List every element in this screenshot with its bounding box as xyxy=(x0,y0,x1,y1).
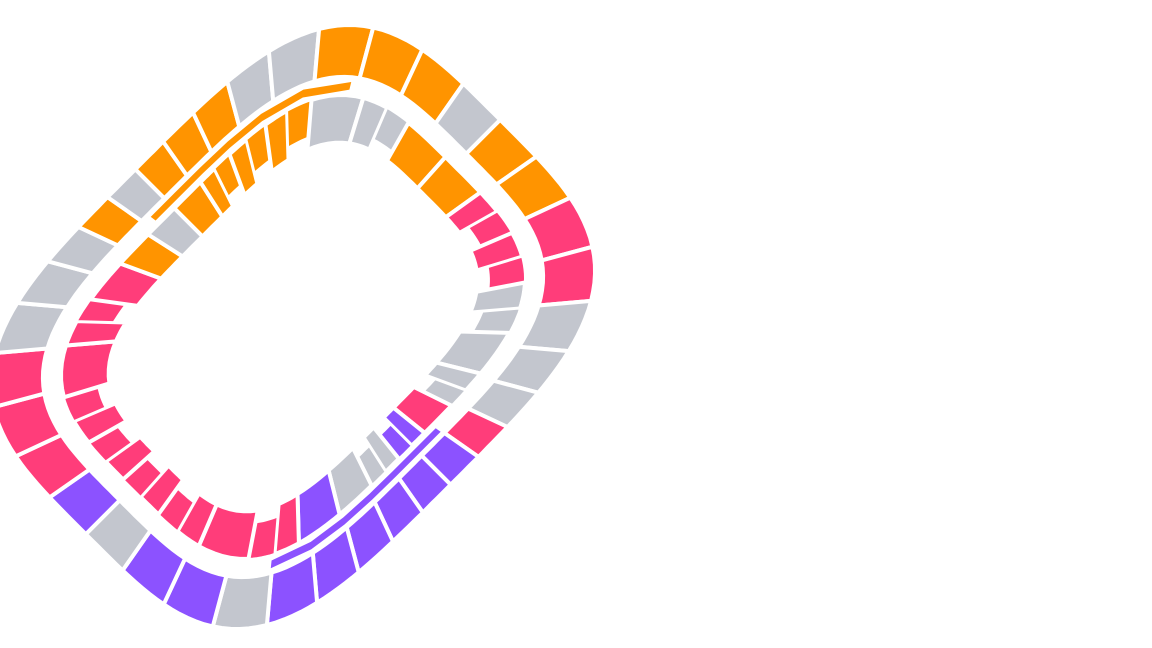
seat-section-inner-24[interactable] xyxy=(70,400,130,446)
seat-section-inner-23[interactable] xyxy=(102,434,158,483)
outer-ring xyxy=(0,22,598,632)
seat-section-inner-9[interactable] xyxy=(442,189,501,236)
ring-band-orange xyxy=(149,80,353,222)
seat-section-inner-16[interactable] xyxy=(361,424,402,476)
seat-section-inner-10[interactable] xyxy=(467,230,525,274)
seat-section-outer-14[interactable] xyxy=(515,298,594,354)
seat-section-inner-25[interactable] xyxy=(59,339,119,400)
seat-section-inner-3[interactable] xyxy=(227,135,260,199)
seat-section-inner-26[interactable] xyxy=(63,319,130,348)
seat-section-inner-11[interactable] xyxy=(467,280,528,315)
seat-section-outer-36[interactable] xyxy=(104,166,168,224)
ring-bands xyxy=(149,80,443,570)
seat-section-inner-21[interactable] xyxy=(174,490,220,550)
seat-section-inner-19[interactable] xyxy=(272,490,301,557)
inner-ring xyxy=(59,93,528,561)
seat-section-inner-4[interactable] xyxy=(263,107,291,176)
seat-section-inner-29[interactable] xyxy=(144,205,206,259)
seat-section-inner-22[interactable] xyxy=(137,462,186,518)
seat-section-outer-32[interactable] xyxy=(0,300,71,355)
seat-section-inner-2[interactable] xyxy=(197,165,236,220)
seat-section-inner-13[interactable] xyxy=(421,360,485,393)
ring-band-purple xyxy=(269,426,443,570)
seat-section-inner-6[interactable] xyxy=(346,95,390,153)
seat-section-inner-15[interactable] xyxy=(380,405,428,449)
